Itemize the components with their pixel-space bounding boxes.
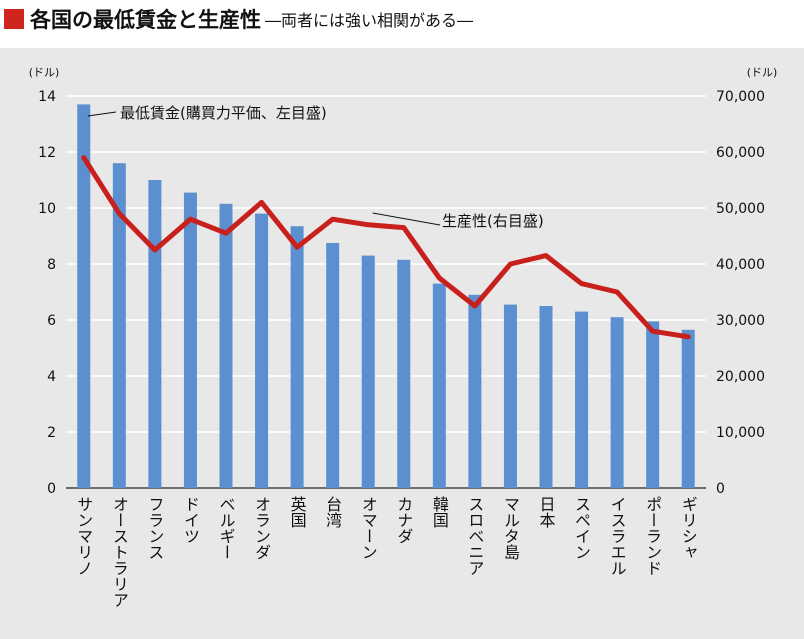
y-right-tick-label: 40,000 (716, 257, 765, 273)
bar (148, 180, 162, 488)
y-left-tick-label: 0 (47, 481, 56, 497)
category-label: ドイツ (181, 496, 200, 544)
title-row: 各国の最低賃金と生産性 ―両者には強い相関がある― (4, 4, 473, 34)
bar (255, 213, 269, 488)
bar (646, 321, 660, 488)
bar (539, 306, 553, 488)
bar (290, 226, 304, 488)
bar (432, 283, 446, 488)
category-label: スペイン (572, 496, 591, 560)
y-right-unit: (ドル) (747, 66, 778, 79)
category-label: カナダ (394, 496, 413, 544)
bar-series-annotation: 最低賃金(購買力平価、左目盛) (120, 104, 327, 122)
category-label: フランス (145, 496, 164, 560)
bar-annotation-leader (87, 111, 117, 117)
bar (397, 259, 411, 488)
y-left-tick-label: 2 (47, 425, 56, 441)
bar (468, 294, 482, 488)
category-label: サンマリノ (74, 496, 93, 576)
bar (610, 317, 624, 488)
category-label: 韓国 (430, 496, 449, 528)
y-right-tick-label: 10,000 (716, 425, 765, 441)
bar (183, 192, 197, 488)
bar (219, 203, 233, 489)
bar (77, 104, 91, 489)
chart: 0 2 4 6 8 10 12 14 0 10,000 20,000 30,000 40,000 50,0… (29, 66, 778, 608)
category-label: マルタ島 (501, 496, 520, 560)
category-label: 英国 (288, 496, 307, 528)
category-label: イスラエル (608, 496, 627, 576)
y-right-tick-label: 0 (716, 481, 725, 497)
line-annotation-leader (372, 212, 441, 226)
category-label: オマーン (359, 496, 378, 560)
bar (503, 304, 517, 488)
y-left-tick-label: 6 (47, 313, 56, 329)
y-left-tick-label: 12 (38, 145, 56, 161)
bar (361, 255, 375, 488)
category-label: オランダ (252, 496, 271, 560)
y-left-tick-label: 4 (47, 369, 56, 385)
category-label: オーストラリア (110, 496, 129, 608)
y-right-tick-label: 20,000 (716, 369, 765, 385)
y-right-tick-label: 70,000 (716, 89, 765, 105)
y-right-tick-label: 30,000 (716, 313, 765, 329)
bar (575, 311, 589, 488)
bar (326, 243, 340, 488)
category-label: 日本 (537, 496, 556, 528)
title-marker-icon (4, 9, 24, 29)
y-right-tick-label: 60,000 (716, 145, 765, 161)
y-left-unit: (ドル) (29, 66, 60, 79)
chart-subtitle: ―両者には強い相関がある― (265, 11, 474, 30)
bar (681, 329, 695, 488)
y-left-tick-label: 14 (38, 89, 56, 105)
category-label: ポーランド (643, 496, 662, 576)
bar (112, 163, 126, 488)
y-left-tick-label: 10 (38, 201, 56, 217)
category-label: ギリシャ (679, 496, 698, 560)
line-series-annotation: 生産性(右目盛) (442, 212, 544, 230)
series-line (81, 155, 691, 340)
category-label: ベルギー (217, 496, 236, 560)
chart-title: 各国の最低賃金と生産性 (30, 8, 261, 32)
category-label: スロベニア (465, 496, 484, 576)
category-label: 台湾 (323, 496, 342, 528)
y-right-tick-label: 50,000 (716, 201, 765, 217)
y-left-tick-label: 8 (47, 257, 56, 273)
